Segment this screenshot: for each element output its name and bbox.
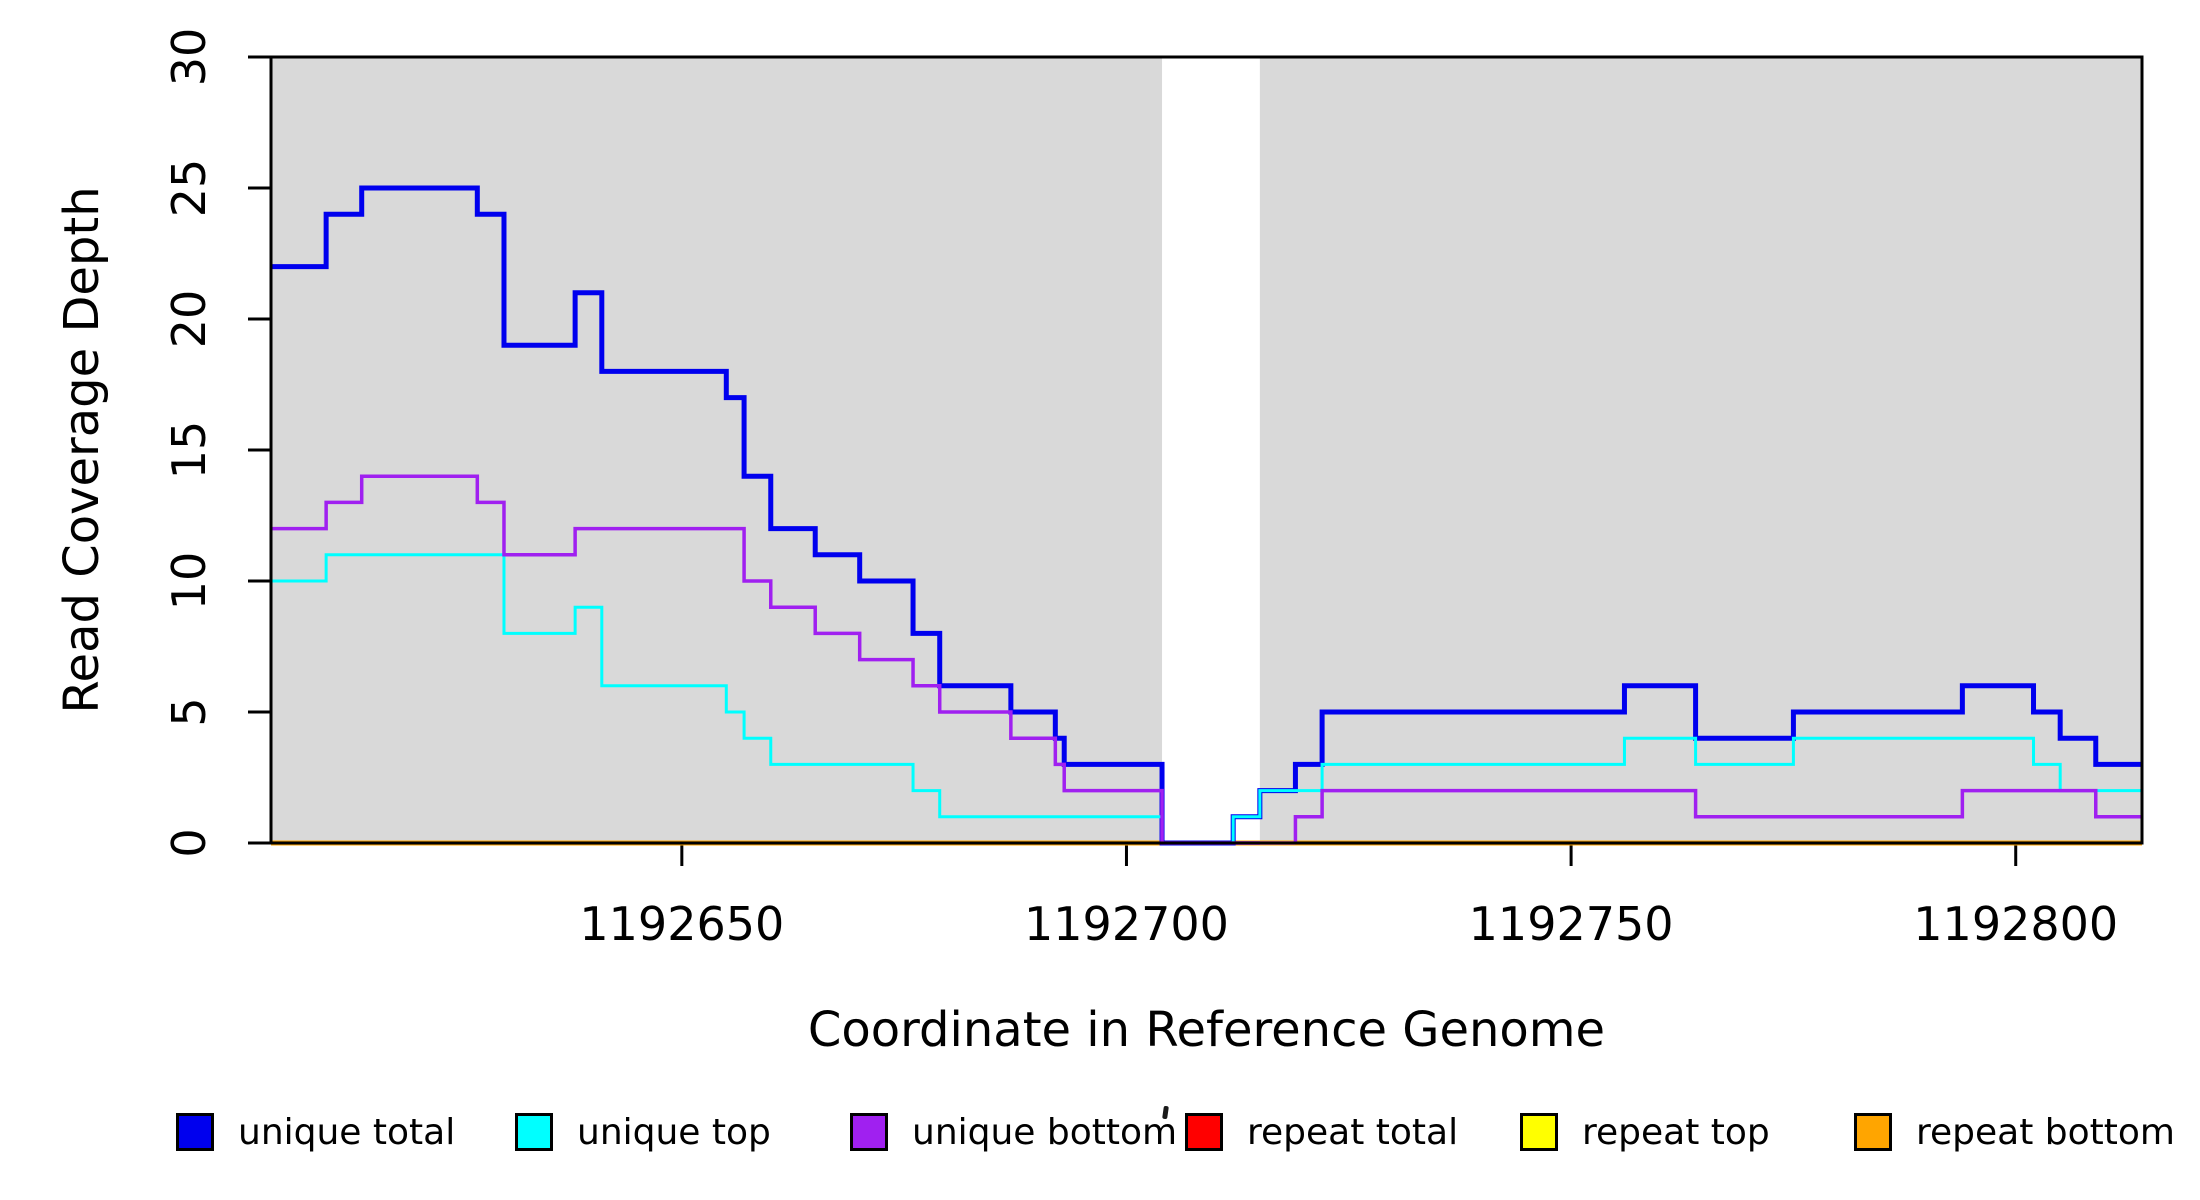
shaded-band <box>271 57 1163 843</box>
y-tick-label: 0 <box>162 828 216 857</box>
y-tick-label: 20 <box>162 290 216 349</box>
y-tick-label: 25 <box>162 159 216 218</box>
x-tick-label: 1192800 <box>1913 897 2118 951</box>
y-tick-label: 10 <box>162 552 216 611</box>
series-unique-total <box>271 185 2142 846</box>
y-tick-label: 5 <box>162 697 216 726</box>
x-tick-label: 1192750 <box>1469 897 1674 951</box>
plot-frame <box>269 55 2144 845</box>
series-unique-bottom <box>271 474 2142 845</box>
x-axis-title: Coordinate in Reference Genome <box>807 1002 1606 1058</box>
series-unique-top <box>271 553 2142 845</box>
y-tick-label: 15 <box>162 421 216 480</box>
shaded-band <box>1259 57 2142 843</box>
y-axis-title: Read Coverage Depth <box>54 186 110 714</box>
x-tick-label: 1192700 <box>1024 897 1229 951</box>
x-tick-label: 1192650 <box>579 897 784 951</box>
y-tick-label: 30 <box>162 28 216 87</box>
